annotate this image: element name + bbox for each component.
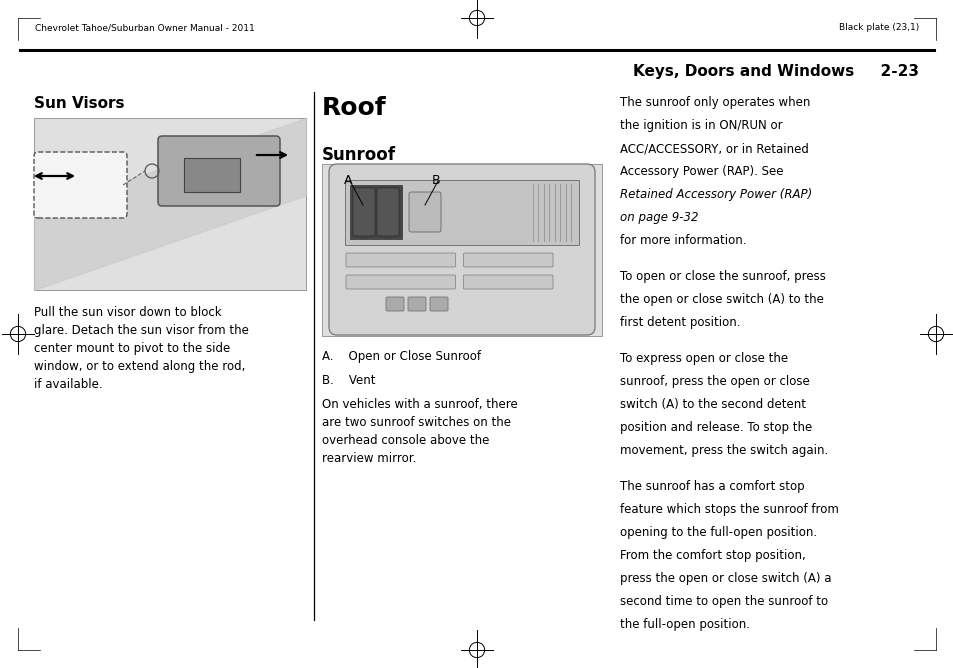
FancyBboxPatch shape	[350, 185, 401, 239]
Text: The sunroof only operates when: The sunroof only operates when	[619, 96, 809, 109]
FancyBboxPatch shape	[430, 297, 448, 311]
Text: opening to the full-open position.: opening to the full-open position.	[619, 526, 817, 539]
Text: feature which stops the sunroof from: feature which stops the sunroof from	[619, 503, 838, 516]
Text: To open or close the sunroof, press: To open or close the sunroof, press	[619, 270, 825, 283]
Text: From the comfort stop position,: From the comfort stop position,	[619, 549, 805, 562]
FancyBboxPatch shape	[376, 188, 398, 236]
Text: the ignition is in ON/RUN or: the ignition is in ON/RUN or	[619, 119, 781, 132]
Text: press the open or close switch (A) a: press the open or close switch (A) a	[619, 572, 831, 585]
Text: Accessory Power (RAP). See: Accessory Power (RAP). See	[619, 165, 782, 178]
FancyBboxPatch shape	[346, 253, 455, 267]
FancyBboxPatch shape	[463, 253, 553, 267]
FancyBboxPatch shape	[353, 188, 375, 236]
Text: ACC/ACCESSORY, or in Retained: ACC/ACCESSORY, or in Retained	[619, 142, 808, 155]
Text: Pull the sun visor down to block
glare. Detach the sun visor from the
center mou: Pull the sun visor down to block glare. …	[34, 306, 249, 391]
Text: for more information.: for more information.	[619, 234, 745, 247]
Text: Roof: Roof	[322, 96, 386, 120]
FancyBboxPatch shape	[329, 164, 595, 335]
Text: Sunroof: Sunroof	[322, 146, 395, 164]
Text: on page 9-32: on page 9-32	[619, 211, 698, 224]
Text: To express open or close the: To express open or close the	[619, 352, 787, 365]
FancyBboxPatch shape	[34, 152, 127, 218]
Text: first detent position.: first detent position.	[619, 316, 740, 329]
Text: Chevrolet Tahoe/Suburban Owner Manual - 2011: Chevrolet Tahoe/Suburban Owner Manual - …	[35, 23, 254, 33]
Text: second time to open the sunroof to: second time to open the sunroof to	[619, 595, 827, 609]
Text: On vehicles with a sunroof, there
are two sunroof switches on the
overhead conso: On vehicles with a sunroof, there are tw…	[322, 398, 517, 465]
FancyBboxPatch shape	[346, 275, 455, 289]
Text: Retained Accessory Power (RAP): Retained Accessory Power (RAP)	[619, 188, 811, 201]
Text: A: A	[344, 174, 352, 187]
Text: the full-open position.: the full-open position.	[619, 619, 749, 631]
Text: B.    Vent: B. Vent	[322, 374, 375, 387]
Text: sunroof, press the open or close: sunroof, press the open or close	[619, 375, 809, 388]
Text: A.    Open or Close Sunroof: A. Open or Close Sunroof	[322, 350, 480, 363]
FancyBboxPatch shape	[408, 297, 426, 311]
Text: position and release. To stop the: position and release. To stop the	[619, 422, 811, 434]
Text: Sun Visors: Sun Visors	[34, 96, 125, 111]
FancyBboxPatch shape	[34, 118, 306, 290]
Text: movement, press the switch again.: movement, press the switch again.	[619, 444, 827, 458]
Text: The sunroof has a comfort stop: The sunroof has a comfort stop	[619, 480, 803, 493]
Text: B: B	[432, 174, 440, 187]
Text: switch (A) to the second detent: switch (A) to the second detent	[619, 398, 805, 411]
FancyBboxPatch shape	[345, 180, 578, 245]
FancyBboxPatch shape	[463, 275, 553, 289]
FancyBboxPatch shape	[184, 158, 240, 192]
FancyBboxPatch shape	[322, 164, 601, 336]
FancyBboxPatch shape	[386, 297, 403, 311]
FancyBboxPatch shape	[158, 136, 280, 206]
Text: Black plate (23,1): Black plate (23,1)	[838, 23, 918, 33]
FancyBboxPatch shape	[409, 192, 440, 232]
Text: Keys, Doors and Windows     2-23: Keys, Doors and Windows 2-23	[633, 65, 918, 79]
Text: the open or close switch (A) to the: the open or close switch (A) to the	[619, 293, 823, 306]
